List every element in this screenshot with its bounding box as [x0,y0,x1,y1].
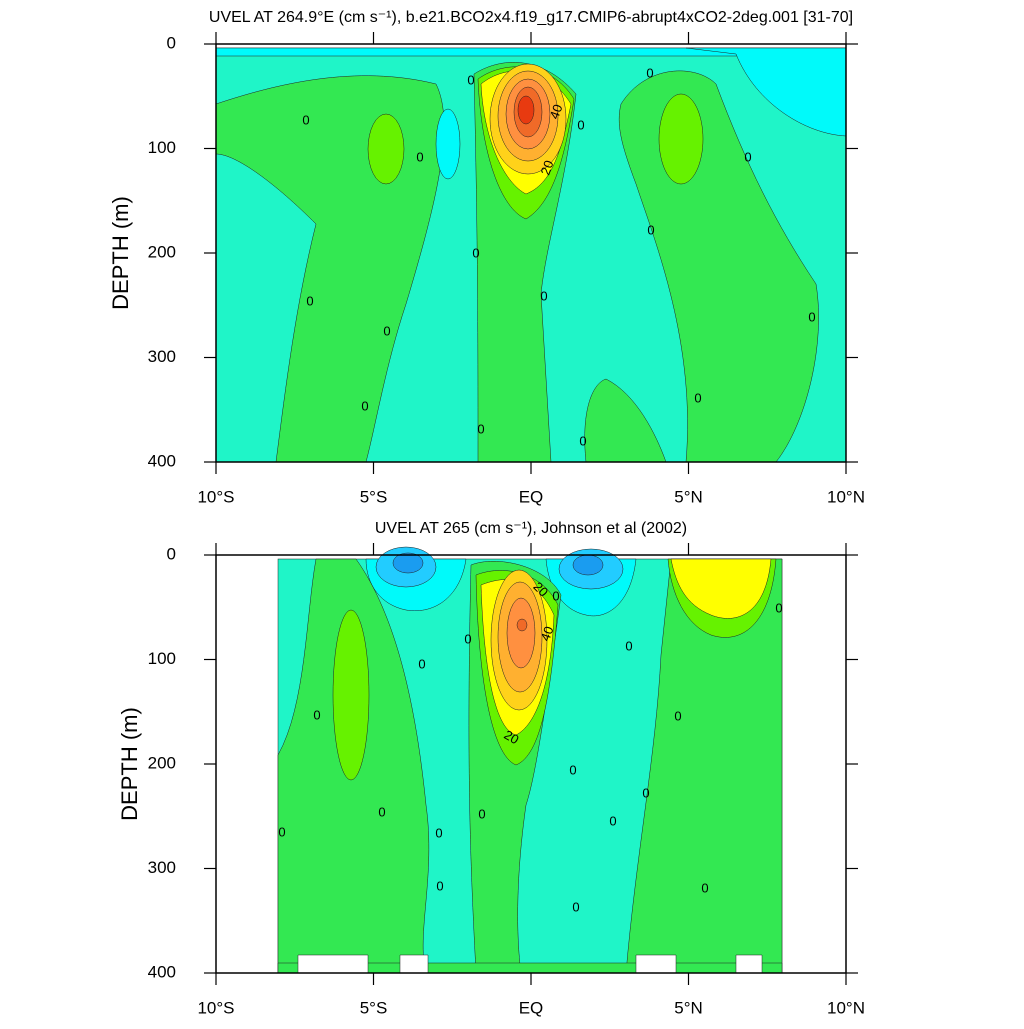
contour-label: 0 [569,762,576,777]
contour-label: 0 [572,899,579,914]
y-tick-label: 300 [148,347,176,366]
y-tick-label: 0 [167,33,176,52]
y-axis-label: DEPTH (m) [117,707,142,821]
x-tick-label: EQ [519,487,544,506]
contour-region [297,954,369,974]
contour-label: 40 [546,102,565,121]
x-tick-label: 10°S [197,998,234,1017]
contour-label: 0 [775,600,782,615]
contour-label: 0 [577,117,584,132]
y-tick-label: 100 [148,138,176,157]
x-tick-label: EQ [519,998,544,1017]
x-tick-label: 5°N [674,487,703,506]
y-tick-label: 400 [148,451,176,470]
contour-label: 0 [418,656,425,671]
contour-region [670,558,772,619]
y-axis-label: DEPTH (m) [108,196,133,310]
contour-region [392,552,424,574]
contour-region [572,554,604,576]
contour-label: 0 [313,707,320,722]
contour-label: 0 [472,245,479,260]
x-tick-label: 5°S [360,487,388,506]
x-tick-label: 5°N [674,998,703,1017]
y-tick-label: 0 [167,544,176,563]
contour-label: 0 [435,825,442,840]
y-tick-label: 200 [148,242,176,261]
y-tick-label: 400 [148,962,176,981]
contour-label: 0 [540,288,547,303]
contour-field [215,47,847,463]
contour-label: 0 [701,880,708,895]
contour-label: 0 [378,804,385,819]
contour-label: 0 [467,72,474,87]
contour-label: 0 [302,112,309,127]
contour-label: 40 [537,624,556,643]
y-tick-label: 200 [148,753,176,772]
contour-label: 0 [383,323,390,338]
chart-title: UVEL AT 264.9°E (cm s⁻¹), b.e21.BCO2x4.f… [209,9,853,26]
contour-label: 20 [502,727,522,747]
x-tick-label: 10°N [827,998,865,1017]
contour-region [506,597,536,669]
x-tick-label: 10°S [197,487,234,506]
contour-region [399,954,429,974]
contour-region [735,954,763,974]
contour-region [367,113,405,185]
chart-title: UVEL AT 265 (cm s⁻¹), Johnson et al (200… [375,520,687,537]
y-tick-label: 300 [148,858,176,877]
contour-region [658,93,704,185]
contour-region [332,609,370,781]
contour-label: 0 [464,631,471,646]
contour-label: 0 [674,708,681,723]
contour-label: 0 [647,222,654,237]
contour-label: 0 [609,813,616,828]
y-tick-label: 100 [148,649,176,668]
contour-label: 0 [642,785,649,800]
contour-region [435,108,461,180]
contour-label: 0 [808,309,815,324]
contour-label: 0 [579,433,586,448]
contour-label: 20 [537,158,556,177]
contour-region [584,378,667,463]
contour-label: 0 [552,588,559,603]
contour-region [516,618,528,632]
contour-region [635,954,677,974]
contour-label: 0 [625,638,632,653]
contour-label: 0 [278,824,285,839]
contour-label: 0 [646,65,653,80]
x-tick-label: 10°N [827,487,865,506]
contour-label: 0 [744,149,751,164]
contour-label: 0 [436,878,443,893]
x-tick-label: 5°S [360,998,388,1017]
contour-field [277,546,783,974]
contour-region [517,95,535,125]
contour-label: 0 [694,390,701,405]
contour-label: 0 [306,293,313,308]
contour-label: 0 [361,398,368,413]
contour-label: 0 [416,149,423,164]
contour-label: 0 [477,421,484,436]
contour-label: 0 [478,806,485,821]
